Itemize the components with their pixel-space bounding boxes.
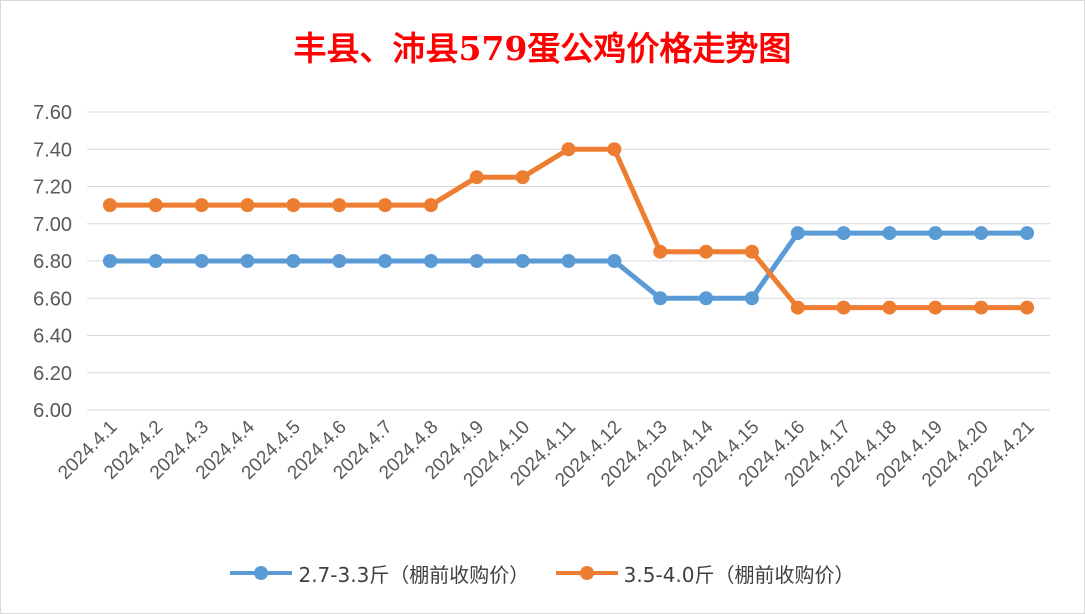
y-tick-label: 7.40 — [33, 139, 72, 161]
y-tick-label: 7.00 — [33, 214, 72, 236]
y-tick-label: 6.00 — [33, 400, 72, 422]
data-point — [102, 254, 117, 268]
data-point — [561, 254, 576, 268]
data-point — [148, 254, 163, 268]
data-point — [194, 254, 209, 268]
data-point — [286, 198, 301, 213]
gridlines — [87, 111, 1050, 411]
data-point — [790, 300, 805, 315]
data-point — [744, 244, 759, 259]
y-tick-label: 6.60 — [33, 288, 72, 310]
data-point — [836, 226, 851, 241]
data-point — [240, 254, 255, 268]
data-point — [515, 170, 530, 185]
data-point — [699, 244, 714, 259]
data-point — [744, 291, 759, 306]
data-point — [423, 254, 438, 268]
legend-swatch-series-2 — [555, 566, 618, 580]
data-point — [469, 170, 484, 185]
data-point — [102, 198, 117, 213]
data-point — [469, 254, 484, 268]
legend-swatch-series-1 — [230, 566, 293, 580]
legend-label-series-2: 3.5-4.0斤（棚前收购价） — [623, 562, 855, 587]
data-point — [607, 254, 622, 268]
legend-label-series-1: 2.7-3.3斤（棚前收购价） — [298, 562, 530, 587]
chart-title: 丰县、沛县579蛋公鸡价格走势图 — [293, 29, 792, 68]
data-point — [378, 198, 393, 213]
data-point — [653, 291, 668, 306]
y-axis: 6.00 6.20 6.40 6.60 6.80 7.00 7.20 7.40 7.60 — [33, 102, 72, 422]
series-2 — [102, 142, 1035, 315]
x-axis: 2024.4.12024.4.22024.4.32024.4.42024.4.5… — [54, 416, 1038, 491]
data-point — [836, 300, 851, 315]
data-point — [378, 254, 393, 268]
y-tick-label: 7.60 — [33, 102, 72, 124]
data-point — [974, 300, 989, 315]
data-point — [699, 291, 714, 306]
data-point — [1020, 300, 1035, 315]
data-point — [286, 254, 301, 268]
legend-item-series-2: 3.5-4.0斤（棚前收购价） — [555, 559, 855, 588]
data-point — [882, 300, 897, 315]
data-point — [928, 226, 943, 241]
data-point — [653, 244, 668, 259]
series-1 — [102, 226, 1035, 306]
legend: 2.7-3.3斤（棚前收购价） 3.5-4.0斤（棚前收购价） — [0, 556, 1085, 588]
data-point — [790, 226, 805, 241]
data-point — [928, 300, 943, 315]
data-point — [607, 142, 622, 157]
data-point — [974, 226, 989, 241]
y-tick-label: 6.80 — [33, 251, 72, 273]
data-point — [882, 226, 897, 241]
y-tick-label: 6.20 — [33, 363, 72, 385]
data-point — [148, 198, 163, 213]
y-tick-label: 6.40 — [33, 326, 72, 348]
data-point — [194, 198, 209, 213]
series-layer — [102, 142, 1035, 315]
data-point — [1020, 226, 1035, 241]
data-point — [332, 198, 347, 213]
y-tick-label: 7.20 — [33, 177, 72, 199]
data-point — [515, 254, 530, 268]
data-point — [561, 142, 576, 157]
data-point — [423, 198, 438, 213]
data-point — [240, 198, 255, 213]
data-point — [332, 254, 347, 268]
legend-item-series-1: 2.7-3.3斤（棚前收购价） — [230, 559, 529, 588]
